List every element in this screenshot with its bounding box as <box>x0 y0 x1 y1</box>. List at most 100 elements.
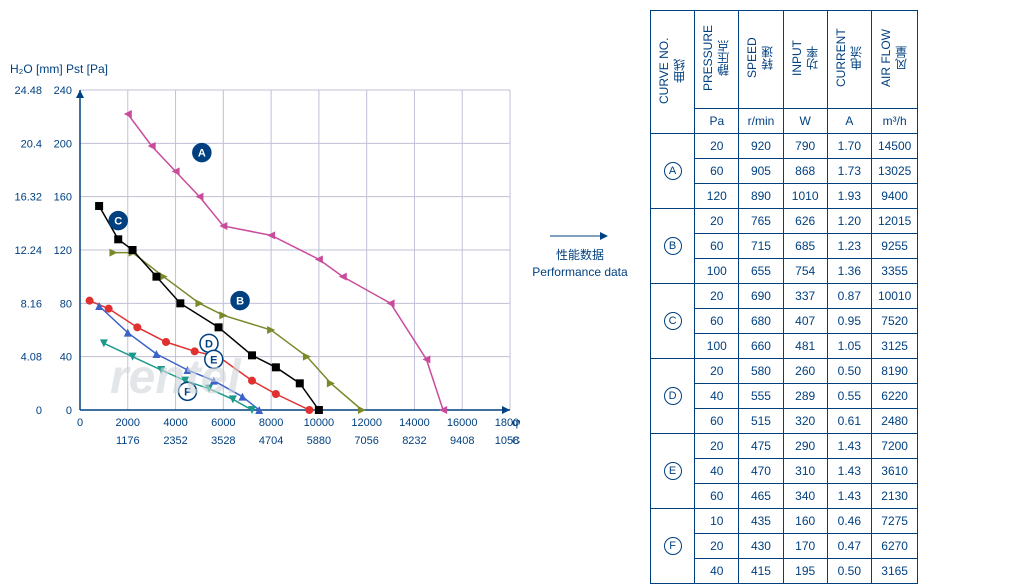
data-cell: 60 <box>695 159 739 184</box>
data-cell: 475 <box>739 434 783 459</box>
table-row: A209207901.7014500 <box>651 134 918 159</box>
data-cell: 6270 <box>871 534 917 559</box>
data-cell: 195 <box>783 559 827 584</box>
data-cell: 1.05 <box>827 334 871 359</box>
data-cell: 790 <box>783 134 827 159</box>
data-cell: 13025 <box>871 159 917 184</box>
performance-data-label: 性能数据 Performance data <box>520 230 640 280</box>
data-cell: 1.43 <box>827 434 871 459</box>
data-cell: 60 <box>695 409 739 434</box>
svg-text:12.24: 12.24 <box>14 245 42 257</box>
data-cell: 470 <box>739 459 783 484</box>
data-cell: 626 <box>783 209 827 234</box>
data-cell: 415 <box>739 559 783 584</box>
data-cell: 715 <box>739 234 783 259</box>
table-row: F104351600.467275 <box>651 509 918 534</box>
curve-id-cell: B <box>651 209 695 284</box>
svg-text:200: 200 <box>54 138 72 150</box>
data-cell: 60 <box>695 234 739 259</box>
perf-label-en: Performance data <box>520 264 640 281</box>
data-cell: 555 <box>739 384 783 409</box>
svg-text:B: B <box>236 296 244 308</box>
svg-text:40: 40 <box>60 352 72 364</box>
data-cell: 407 <box>783 309 827 334</box>
svg-text:4000: 4000 <box>163 417 187 429</box>
data-cell: 1.20 <box>827 209 871 234</box>
svg-text:16000: 16000 <box>447 417 478 429</box>
data-cell: 1.23 <box>827 234 871 259</box>
col-unit: A <box>827 109 871 134</box>
data-cell: 340 <box>783 484 827 509</box>
data-cell: 890 <box>739 184 783 209</box>
table-row: E204752901.437200 <box>651 434 918 459</box>
table-row: B207656261.2012015 <box>651 209 918 234</box>
svg-text:2352: 2352 <box>163 435 187 447</box>
data-cell: 0.87 <box>827 284 871 309</box>
col-header: SPEED转速 <box>739 11 783 109</box>
data-cell: 465 <box>739 484 783 509</box>
data-cell: 481 <box>783 334 827 359</box>
svg-text:120: 120 <box>54 245 72 257</box>
svg-text:F: F <box>184 386 191 398</box>
svg-text:80: 80 <box>60 298 72 310</box>
col-unit: Pa <box>695 109 739 134</box>
curve-id-cell: F <box>651 509 695 584</box>
curve-id-cell: E <box>651 434 695 509</box>
data-cell: 754 <box>783 259 827 284</box>
data-cell: 430 <box>739 534 783 559</box>
data-cell: 20 <box>695 534 739 559</box>
data-cell: 1.70 <box>827 134 871 159</box>
data-cell: 40 <box>695 559 739 584</box>
data-cell: 40 <box>695 459 739 484</box>
col-header: PRESSURE静压点 <box>695 11 739 109</box>
data-cell: 1.93 <box>827 184 871 209</box>
data-cell: 6220 <box>871 384 917 409</box>
svg-text:12000: 12000 <box>351 417 382 429</box>
data-cell: 337 <box>783 284 827 309</box>
data-cell: 120 <box>695 184 739 209</box>
data-cell: 660 <box>739 334 783 359</box>
data-cell: 2480 <box>871 409 917 434</box>
performance-chart: H₂O [mm] Pst [Pa] 00404.08808.1612012.24… <box>10 80 520 505</box>
svg-text:8232: 8232 <box>402 435 426 447</box>
svg-text:1176: 1176 <box>116 435 140 447</box>
data-cell: 20 <box>695 284 739 309</box>
curve-id-cell: D <box>651 359 695 434</box>
data-cell: 580 <box>739 359 783 384</box>
table-row: C206903370.8710010 <box>651 284 918 309</box>
chart-svg: 00404.08808.1612012.2416016.3220020.4240… <box>10 80 520 500</box>
svg-text:7056: 7056 <box>354 435 378 447</box>
svg-text:16.32: 16.32 <box>14 192 42 204</box>
data-cell: 2130 <box>871 484 917 509</box>
col-header: INPUT功率 <box>783 11 827 109</box>
data-cell: 40 <box>695 384 739 409</box>
col-unit: m³/h <box>871 109 917 134</box>
svg-text:D: D <box>205 338 213 350</box>
data-cell: 0.50 <box>827 559 871 584</box>
data-cell: 3610 <box>871 459 917 484</box>
svg-text:0: 0 <box>36 405 42 417</box>
performance-table: CURVE NO.曲线PRESSURE静压点SPEED转速INPUT功率CURR… <box>650 10 918 584</box>
data-cell: 0.46 <box>827 509 871 534</box>
data-cell: 765 <box>739 209 783 234</box>
data-cell: 100 <box>695 259 739 284</box>
data-cell: 0.55 <box>827 384 871 409</box>
svg-text:8.16: 8.16 <box>21 298 42 310</box>
svg-text:A: A <box>198 148 206 160</box>
svg-text:4704: 4704 <box>259 435 283 447</box>
curve-id-cell: C <box>651 284 695 359</box>
data-cell: 515 <box>739 409 783 434</box>
svg-text:qv [m³/h]: qv [m³/h] <box>512 417 520 429</box>
data-cell: 1.43 <box>827 484 871 509</box>
svg-text:8000: 8000 <box>259 417 283 429</box>
svg-text:4.08: 4.08 <box>21 352 42 364</box>
data-cell: 12015 <box>871 209 917 234</box>
data-cell: 0.95 <box>827 309 871 334</box>
col-unit: r/min <box>739 109 783 134</box>
data-cell: 0.61 <box>827 409 871 434</box>
data-cell: 10010 <box>871 284 917 309</box>
svg-text:6000: 6000 <box>211 417 235 429</box>
col-header: AIR FLOW风量 <box>871 11 917 109</box>
data-cell: 7275 <box>871 509 917 534</box>
data-cell: 3165 <box>871 559 917 584</box>
